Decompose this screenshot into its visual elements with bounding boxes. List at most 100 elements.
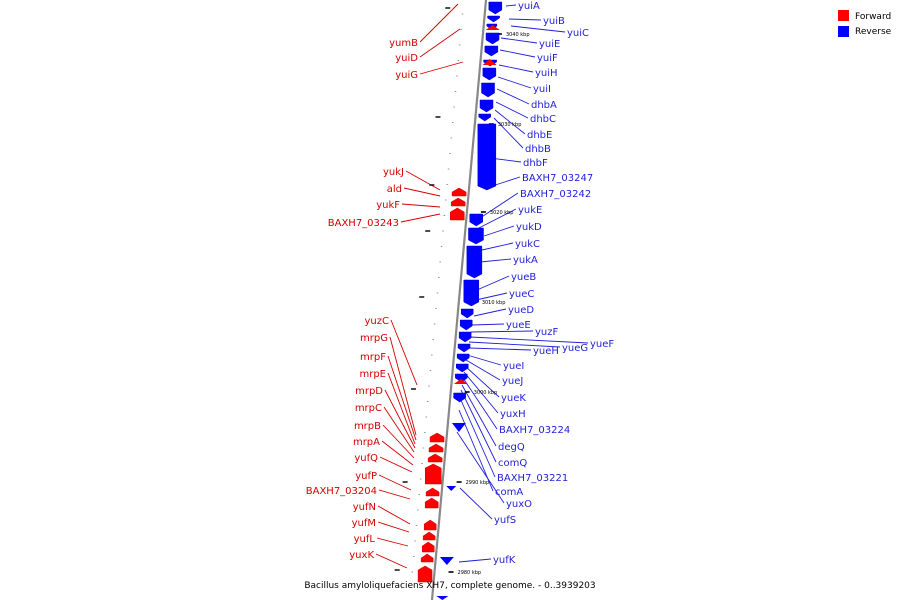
reverse-gene-label: BAXH7_03242 — [520, 189, 591, 200]
forward-gene-feature — [427, 453, 443, 463]
forward-label-connector — [377, 521, 410, 533]
reverse-gene-feature — [485, 32, 500, 45]
forward-gene-feature — [424, 463, 442, 485]
forward-gene-label: mrpD — [355, 386, 383, 397]
reverse-gene-feature — [455, 373, 468, 383]
reverse-label-connector — [468, 341, 561, 348]
reverse-gene-label: degQ — [498, 442, 525, 453]
reverse-label-connector — [510, 25, 566, 33]
reverse-label-connector — [470, 330, 534, 333]
forward-gene-feature — [425, 487, 440, 497]
reverse-label-connector — [463, 371, 499, 414]
reverse-label-connector — [461, 384, 497, 447]
reverse-label-connector — [465, 359, 501, 381]
forward-label-connector — [387, 372, 416, 445]
reverse-gene-label: dhbC — [530, 114, 556, 125]
forward-label-connector — [400, 213, 441, 223]
legend: Forward Reverse — [838, 10, 892, 37]
forward-label-connector — [405, 170, 441, 191]
reverse-label-connector — [493, 117, 524, 149]
forward-label-connector — [378, 474, 412, 491]
forward-gene-feature — [485, 25, 500, 30]
legend-forward-label: Forward — [855, 12, 891, 22]
forward-label-connector — [401, 203, 441, 208]
reverse-gene-feature — [479, 99, 494, 113]
forward-gene-label: yufN — [353, 502, 376, 513]
reverse-gene-label: BAXH7_03247 — [522, 173, 593, 184]
legend-reverse-swatch — [838, 26, 849, 37]
reverse-gene-label: yueE — [506, 320, 531, 331]
minor-ticks — [394, 7, 464, 588]
reverse-label-connector — [475, 292, 508, 301]
forward-label-connector — [375, 553, 408, 569]
reverse-label-connector — [498, 64, 534, 73]
forward-gene-label: yuxK — [349, 550, 374, 561]
forward-gene-feature — [421, 541, 435, 553]
reverse-gene-label: BAXH7_03224 — [499, 425, 570, 436]
reverse-gene-feature — [439, 557, 454, 565]
reverse-gene-feature — [484, 45, 499, 57]
label-connectors — [375, 3, 589, 569]
forward-label-connector — [379, 456, 413, 473]
forward-gene-label: mrpF — [360, 352, 386, 363]
reverse-label-connector — [496, 88, 530, 105]
forward-gene-label: yufP — [355, 471, 377, 482]
reverse-label-connector — [481, 242, 514, 251]
reverse-gene-label: yuiA — [518, 1, 540, 12]
reverse-gene-feature — [478, 113, 491, 122]
reverse-label-connector — [471, 323, 505, 326]
reverse-gene-label: yukC — [515, 239, 540, 250]
legend-reverse-label: Reverse — [855, 27, 892, 37]
reverse-gene-label: BAXH7_03221 — [497, 473, 568, 484]
tick-label: 3010 kbp — [482, 300, 506, 306]
reverse-gene-feature — [460, 308, 474, 319]
forward-label-connector — [389, 336, 417, 436]
forward-gene-label: mrpA — [353, 437, 380, 448]
forward-gene-label: yumB — [389, 38, 418, 49]
reverse-gene-label: yueG — [562, 343, 588, 354]
forward-gene-label: yuiD — [395, 53, 418, 64]
forward-gene-label: ald — [387, 184, 402, 195]
forward-gene-feature — [428, 443, 444, 453]
gene-features — [417, 1, 503, 600]
reverse-gene-feature — [456, 353, 470, 363]
forward-gene-label: yukF — [376, 200, 400, 211]
tick-label: 2980 kbp — [458, 570, 482, 576]
reverse-gene-feature — [463, 279, 480, 307]
reverse-gene-label: yueJ — [502, 376, 523, 387]
forward-label-connector — [382, 424, 415, 459]
reverse-gene-label: yufK — [493, 555, 516, 566]
reverse-label-connector — [500, 37, 538, 44]
forward-label-connector — [419, 3, 459, 43]
tick-label: 3040 kbp — [506, 32, 530, 38]
reverse-label-connector — [479, 258, 512, 263]
reverse-gene-feature — [436, 596, 449, 600]
reverse-gene-label: comQ — [498, 458, 527, 469]
forward-gene-feature — [422, 531, 436, 541]
forward-gene-label: BAXH7_03243 — [328, 218, 399, 229]
reverse-gene-label: yukA — [513, 255, 538, 266]
reverse-gene-label: yuzF — [535, 327, 559, 338]
reverse-gene-label: dhbA — [531, 100, 557, 111]
reverse-gene-feature — [481, 82, 495, 98]
forward-gene-feature — [420, 553, 434, 563]
reverse-gene-label: yueI — [503, 361, 524, 372]
reverse-label-connector — [459, 397, 496, 478]
reverse-label-connector — [476, 192, 519, 221]
gene-labels: yumB yuiD yuiG yukJ ald yukF BAXH7_03243 yuzC mr… — [306, 1, 615, 566]
tick-label: 3000 kbp — [474, 390, 498, 396]
forward-gene-label: mrpG — [360, 333, 388, 344]
reverse-gene-label: yueD — [508, 305, 534, 316]
forward-gene-feature — [417, 565, 433, 583]
reverse-label-connector — [474, 208, 517, 231]
forward-label-connector — [387, 355, 417, 441]
forward-gene-label: mrpC — [355, 403, 382, 414]
tick-label: 3020 kbp — [490, 210, 514, 216]
tick-label: 2990 kbp — [466, 480, 490, 486]
reverse-gene-feature — [458, 331, 472, 343]
reverse-label-connector — [468, 347, 532, 351]
forward-gene-feature — [482, 59, 497, 65]
reverse-gene-label: yukD — [516, 222, 542, 233]
forward-label-connector — [383, 406, 415, 453]
